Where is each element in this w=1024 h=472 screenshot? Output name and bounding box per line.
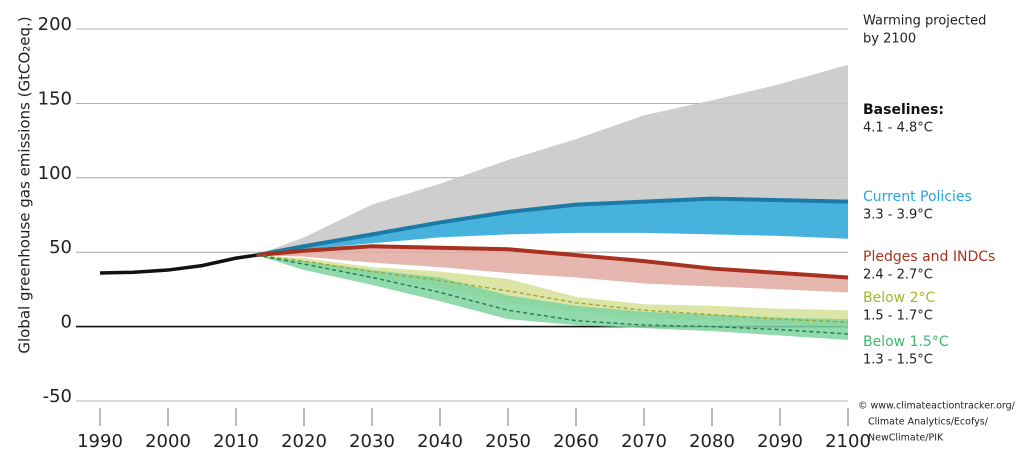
x-tick-label: 2080 [689,431,735,452]
x-tick-label: 2020 [281,431,327,452]
y-tick-label: 50 [49,237,72,258]
legend-range: 1.3 - 1.5°C [863,353,933,368]
y-tick-label: -50 [43,386,72,407]
band [256,198,848,256]
legend-label: Current Policies [863,189,972,205]
band [256,255,848,327]
x-tick-label: 2100 [825,431,871,452]
band [256,64,848,256]
x-tick-label: 2040 [417,431,463,452]
legend-label: Below 2°C [863,290,935,306]
x-tick-label: 2070 [621,431,667,452]
legend-range: 1.5 - 1.7°C [863,309,933,324]
legend-title: Warming projected [863,14,986,29]
legend-range: 3.3 - 3.9°C [863,208,933,223]
band-edge [256,196,849,258]
y-tick-label: 150 [38,88,72,109]
y-axis-label: Global greenhouse gas emissions (GtCO₂eq… [16,16,34,353]
y-tick-label: 0 [61,312,72,333]
x-tick-label: 2030 [349,431,395,452]
legend-label: Below 1.5°C [863,334,949,350]
band-edge [256,244,849,280]
credit: Climate Analytics/Ecofys/ [868,417,989,428]
x-tick-label: 2060 [553,431,599,452]
legend-label: Pledges and INDCs [863,249,995,265]
legend-range: 2.4 - 2.7°C [863,268,933,283]
x-tick-label: 1990 [77,431,123,452]
credit: NewClimate/PIK [868,433,944,444]
x-tick-label: 2090 [757,431,803,452]
x-tick-label: 2000 [145,431,191,452]
x-tick-label: 2010 [213,431,259,452]
legend-range: 4.1 - 4.8°C [863,121,933,136]
band [256,246,848,293]
median-line [256,254,849,323]
x-tick-label: 2050 [485,431,531,452]
history-line [99,253,257,275]
legend-label: Baselines: [863,102,944,118]
credit: © www.climateactiontracker.org/ [858,401,1016,412]
legend-title: by 2100 [863,32,916,47]
y-tick-label: 200 [38,14,72,35]
y-tick-label: 100 [38,163,72,184]
